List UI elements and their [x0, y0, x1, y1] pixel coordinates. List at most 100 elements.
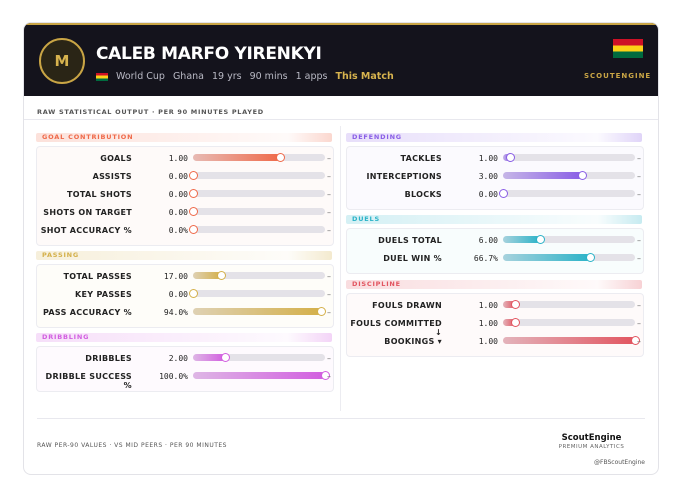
meta-item: World Cup — [116, 71, 165, 82]
trend: – — [637, 254, 641, 263]
trend: – — [327, 190, 331, 199]
player-name: CALEB MARFO YIRENKYI — [96, 44, 322, 64]
meta-item: 19 yrs — [211, 71, 242, 82]
stat-label: DUEL WIN % — [383, 254, 442, 263]
bar-track — [193, 354, 325, 361]
stat-value: 1.00 — [478, 154, 498, 163]
bar-fill — [503, 319, 515, 326]
flag — [613, 39, 643, 58]
bar-knob — [189, 189, 198, 198]
bar-knob — [276, 153, 286, 162]
bar-track — [503, 236, 635, 243]
trend: – — [327, 308, 331, 317]
bar-knob — [535, 235, 545, 244]
stat-label: INTERCEPTIONS — [366, 172, 442, 181]
bar-track — [193, 190, 325, 197]
trend: – — [637, 236, 641, 245]
card: M CALEB MARFO YIRENKYI World Cup Ghana 19 … — [23, 22, 659, 475]
stat-label: ASSISTS — [92, 172, 132, 181]
trend: – — [327, 172, 331, 181]
stat-label: GOALS — [100, 154, 132, 163]
bar-fill — [503, 337, 635, 344]
trend: – — [327, 354, 331, 363]
stat-value: 0.00 — [168, 208, 188, 217]
bar-knob — [216, 271, 226, 280]
header: M CALEB MARFO YIRENKYI World Cup Ghana 19 … — [24, 23, 658, 96]
section-title: GOAL CONTRIBUTION — [36, 133, 332, 142]
brand: SCOUTENGINE — [584, 72, 652, 80]
bar-fill — [503, 236, 540, 243]
avatar: M — [39, 38, 85, 84]
bar-knob — [189, 225, 198, 234]
stat-label: SHOT ACCURACY % — [40, 226, 132, 235]
subtitle: RAW STATISTICAL OUTPUT · PER 90 MINUTES … — [37, 108, 264, 116]
bar-knob — [220, 353, 230, 362]
section-title: DUELS — [346, 215, 642, 224]
stat-label: KEY PASSES — [75, 290, 132, 299]
bar-knob — [499, 189, 508, 198]
footer-note: RAW PER-90 VALUES · VS MID PEERS · PER 9… — [37, 442, 227, 449]
stat-label: FOULS COMMITTED ↓ — [350, 319, 442, 337]
bar-track — [503, 301, 635, 308]
stat-value: 3.00 — [478, 172, 498, 181]
stat-label: FOULS DRAWN — [372, 301, 442, 310]
section-box — [36, 264, 334, 328]
rule — [24, 119, 658, 120]
bar-fill — [503, 301, 515, 308]
stat-value: 66.7% — [473, 254, 498, 263]
trend: – — [637, 172, 641, 181]
trend: – — [637, 319, 641, 328]
trend: – — [327, 154, 331, 163]
trend: – — [637, 337, 641, 346]
flag-icon — [96, 72, 108, 81]
bar-knob — [510, 300, 520, 309]
bar-knob — [189, 207, 198, 216]
bar-knob — [578, 171, 588, 180]
section-box — [346, 228, 644, 274]
stat-label: SHOTS ON TARGET — [43, 208, 132, 217]
rule — [37, 418, 645, 419]
bar-fill — [193, 354, 225, 361]
trend: – — [327, 226, 331, 235]
meta-item: Ghana — [172, 71, 204, 82]
bar-knob — [189, 289, 198, 298]
trend: – — [327, 272, 331, 281]
stat-label: BLOCKS — [404, 190, 442, 199]
stat-label: BOOKINGS ▾ — [384, 337, 442, 346]
bar-knob — [321, 371, 330, 380]
meta: World Cup Ghana 19 yrs 90 mins 1 apps This Ma… — [96, 71, 394, 82]
trend: – — [327, 208, 331, 217]
bar-fill — [193, 154, 281, 161]
bar-track — [503, 154, 635, 161]
trend: – — [327, 290, 331, 299]
bar-track — [193, 226, 325, 233]
bar-fill — [503, 172, 583, 179]
bar-knob — [505, 153, 515, 162]
bar-knob — [631, 336, 640, 345]
section-box — [346, 146, 644, 210]
bar-track — [193, 208, 325, 215]
bar-fill — [193, 308, 322, 315]
stat-label: TOTAL SHOTS — [67, 190, 132, 199]
stat-value: 0.0% — [168, 226, 188, 235]
footer-handle: @FBScoutEngine — [594, 459, 645, 466]
stat-value: 100.0% — [159, 372, 188, 381]
footer-brand: ScoutEngine — [561, 433, 622, 443]
trend: – — [637, 154, 641, 163]
stat-value: 94.0% — [163, 308, 188, 317]
section-title: DRIBBLING — [36, 333, 332, 342]
meta-item: 90 mins — [249, 71, 288, 82]
section-title: DISCIPLINE — [346, 280, 642, 289]
stat-value: 1.00 — [168, 154, 188, 163]
stat-label: DRIBBLES — [85, 354, 132, 363]
bar-track — [503, 319, 635, 326]
section-title: DEFENDING — [346, 133, 642, 142]
stat-value: 0.00 — [168, 290, 188, 299]
bar-knob — [317, 307, 327, 316]
stat-label: TACKLES — [400, 154, 442, 163]
section-box — [346, 293, 644, 357]
stat-label: DRIBBLE SUCCESS % — [45, 372, 132, 390]
stat-value: 1.00 — [478, 319, 498, 328]
section-title: PASSING — [36, 251, 332, 260]
stat-value: 6.00 — [478, 236, 498, 245]
